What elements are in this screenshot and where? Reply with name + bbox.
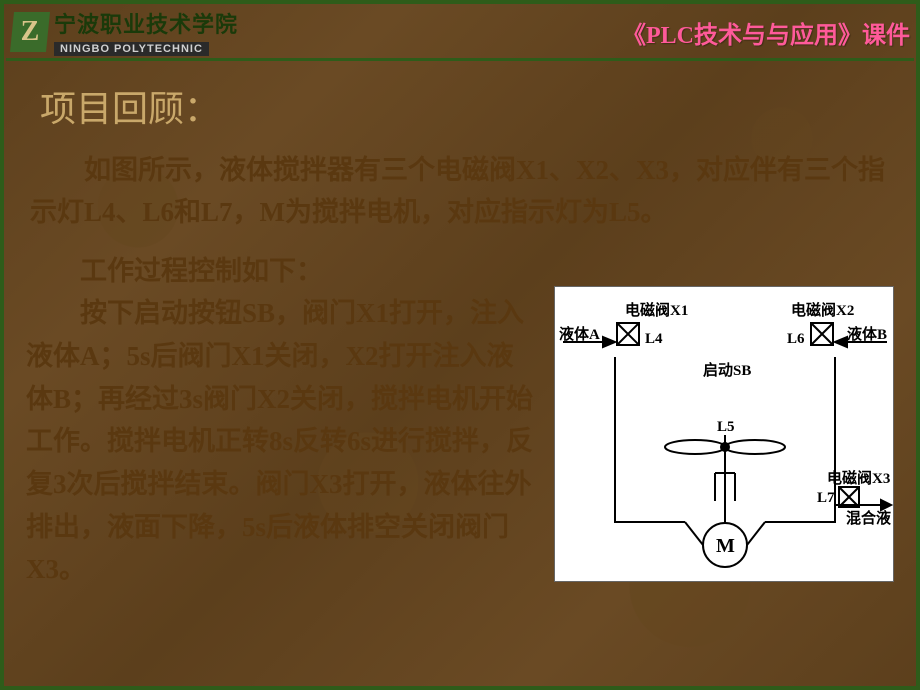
label-mix-liquid: 混合液 xyxy=(846,507,891,528)
header-divider xyxy=(6,58,914,61)
content: 项目回顾： 如图所示，液体搅拌器有三个电磁阀X1、X2、X3，对应伴有三个指示灯… xyxy=(20,70,900,670)
logo-en: NINGBO POLYTECHNIC xyxy=(54,42,209,56)
body-paragraph: 按下启动按钮SB，阀门X1打开，注入液体A；5s后阀门X1关闭，X2打开注入液体… xyxy=(26,292,540,591)
course-title: 《PLC技术与与应用》课件 xyxy=(622,15,910,50)
header: Z 宁波职业技术学院 NINGBO POLYTECHNIC 《PLC技术与与应用… xyxy=(6,6,914,58)
label-valve-x1: 电磁阀X1 xyxy=(625,299,688,320)
body-row: 工作过程控制如下： 按下启动按钮SB，阀门X1打开，注入液体A；5s后阀门X1关… xyxy=(26,250,894,591)
logo-mark-icon: Z xyxy=(10,12,50,52)
body-text: 工作过程控制如下： 按下启动按钮SB，阀门X1打开，注入液体A；5s后阀门X1关… xyxy=(26,250,540,591)
label-l6: L6 xyxy=(787,331,805,348)
logo-text: 宁波职业技术学院 NINGBO POLYTECHNIC xyxy=(54,7,238,57)
section-title: 项目回顾： xyxy=(40,80,900,132)
label-start-sb: 启动SB xyxy=(703,359,751,380)
label-l7: L7 xyxy=(817,490,835,507)
label-valve-x3: 电磁阀X3 xyxy=(827,467,890,488)
mixer-diagram: 电磁阀X1 电磁阀X2 电磁阀X3 液体A 液体B 混合液 启动SB L4 L6… xyxy=(554,286,894,582)
label-l5: L5 xyxy=(717,419,735,436)
logo-block: Z 宁波职业技术学院 NINGBO POLYTECHNIC xyxy=(10,7,238,57)
intro-paragraph: 如图所示，液体搅拌器有三个电磁阀X1、X2、X3，对应伴有三个指示灯L4、L6和… xyxy=(30,150,890,234)
logo-cn: 宁波职业技术学院 xyxy=(54,7,238,39)
label-l4: L4 xyxy=(645,331,663,348)
body-lead: 工作过程控制如下： xyxy=(26,250,540,293)
label-motor: M xyxy=(716,535,735,558)
label-liquid-b: 液体B xyxy=(847,323,887,344)
label-valve-x2: 电磁阀X2 xyxy=(791,299,854,320)
label-liquid-a: 液体A xyxy=(559,323,600,344)
